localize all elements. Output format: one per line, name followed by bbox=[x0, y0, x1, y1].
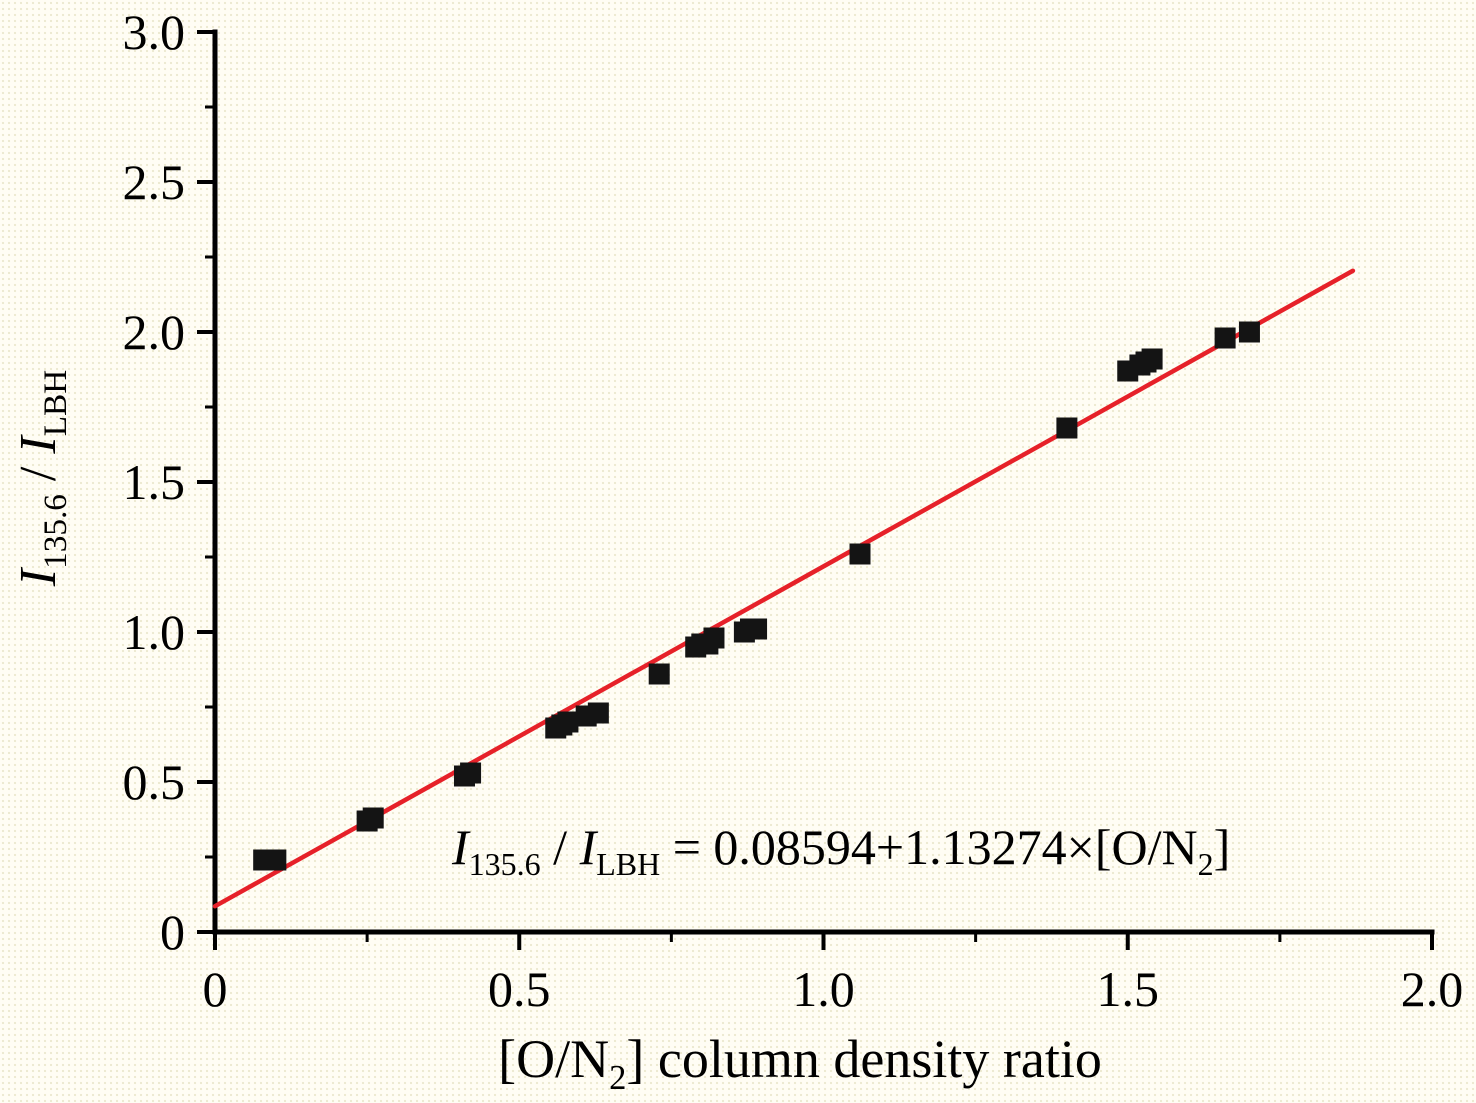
data-point bbox=[265, 849, 287, 871]
equation-ratio-subscript: 2 bbox=[1197, 846, 1214, 882]
equation-times-sign: × bbox=[1066, 819, 1095, 875]
data-point bbox=[746, 618, 768, 640]
equation-intensity-symbol-2: I bbox=[579, 819, 597, 875]
y-label-separator: / bbox=[9, 453, 67, 495]
y-label-subscript-2: LBH bbox=[37, 369, 75, 437]
y-tick-label: 2.5 bbox=[123, 154, 186, 210]
equation-ratio-suffix: ] bbox=[1213, 819, 1231, 875]
x-tick-label: 0.5 bbox=[488, 961, 551, 1017]
x-label-subscript: 2 bbox=[609, 1058, 627, 1097]
x-label-text: ] column density ratio bbox=[626, 1029, 1102, 1089]
equation-subscript-1: 135.6 bbox=[468, 846, 541, 882]
data-point bbox=[460, 762, 482, 784]
fit-equation-annotation: I135.6 / ILBH = 0.08594+1.13274×[O/N2] bbox=[452, 818, 1230, 883]
y-axis-label: I135.6 / ILBH bbox=[9, 370, 75, 587]
y-label-intensity-symbol-2: I bbox=[9, 436, 67, 454]
x-tick-label: 1.5 bbox=[1097, 961, 1160, 1017]
data-point bbox=[849, 543, 871, 565]
data-point bbox=[703, 627, 725, 649]
data-point bbox=[1056, 417, 1078, 439]
fit-line bbox=[212, 268, 1356, 909]
data-point bbox=[1141, 348, 1163, 370]
data-point bbox=[557, 711, 579, 733]
y-tick-label: 1.0 bbox=[123, 604, 186, 660]
data-point bbox=[587, 702, 609, 724]
x-tick-label: 0 bbox=[203, 961, 228, 1017]
equation-separator: / bbox=[540, 819, 580, 875]
y-label-subscript-1: 135.6 bbox=[37, 494, 75, 569]
equation-intensity-symbol-1: I bbox=[452, 819, 469, 875]
x-label-prefix: [O/N bbox=[498, 1029, 610, 1089]
y-tick-label: 3.0 bbox=[123, 4, 186, 60]
y-label-intensity-symbol-1: I bbox=[9, 568, 67, 587]
equation-coefficients: = 0.08594+1.13274 bbox=[660, 819, 1067, 875]
x-axis-label: [O/N2] column density ratio bbox=[498, 1028, 1102, 1098]
data-point bbox=[1214, 327, 1236, 349]
data-point bbox=[648, 663, 670, 685]
data-point bbox=[362, 807, 384, 829]
equation-ratio-prefix: [O/N bbox=[1094, 819, 1198, 875]
data-point bbox=[1238, 321, 1260, 343]
y-tick-label: 0.5 bbox=[123, 754, 186, 810]
x-tick-label: 2.0 bbox=[1401, 961, 1464, 1017]
y-tick-label: 0 bbox=[160, 904, 185, 960]
x-tick-label: 1.0 bbox=[792, 961, 855, 1017]
equation-subscript-2: LBH bbox=[596, 846, 661, 882]
y-tick-label: 2.0 bbox=[123, 304, 186, 360]
y-tick-label: 1.5 bbox=[123, 454, 186, 510]
